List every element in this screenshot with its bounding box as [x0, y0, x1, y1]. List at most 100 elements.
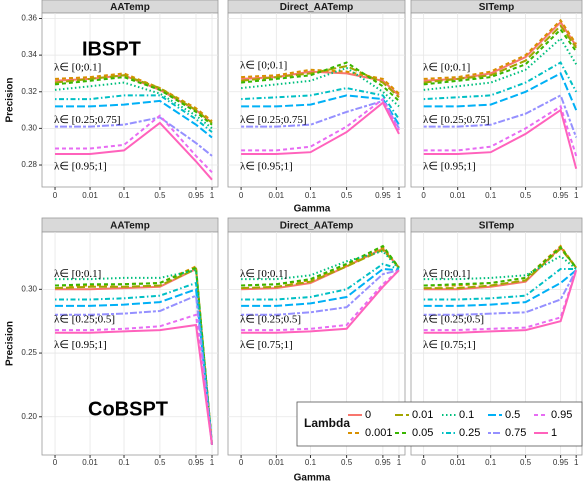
x-tick-label: 0.5: [154, 191, 166, 200]
x-tick-label: 0.5: [520, 191, 532, 200]
annotation: λ∈ [0.25;0.75]: [240, 114, 307, 126]
annotation: λ∈ [0.95;1]: [240, 161, 293, 173]
x-tick-label: 0.1: [485, 191, 497, 200]
facet-title: SITemp: [479, 2, 514, 13]
series-line: [241, 269, 400, 334]
x-tick-label: 1: [210, 458, 215, 467]
y-tick-label: 0.36: [21, 14, 37, 23]
x-axis-label: Gamma: [294, 473, 331, 484]
series-line: [423, 268, 577, 301]
series-line: [55, 268, 213, 445]
series-line: [423, 24, 578, 84]
legend-label: 0.01: [412, 409, 433, 421]
series-line: [240, 65, 400, 99]
y-tick-label: 0.30: [21, 123, 37, 132]
annotation: λ∈ [0.95;1]: [54, 161, 107, 173]
x-tick-label: 0.5: [520, 458, 532, 467]
panel: [410, 12, 583, 188]
series-line: [423, 108, 578, 169]
legend-label: 0.25: [459, 427, 480, 439]
x-axis-label: Gamma: [294, 204, 331, 215]
legend-label: 0.1: [459, 409, 474, 421]
series-line: [241, 269, 400, 332]
facet-title: Direct_AATemp: [280, 2, 354, 13]
series-line: [55, 313, 213, 445]
series-line: [54, 267, 213, 445]
x-tick-label: 0.01: [82, 458, 98, 467]
x-tick-label: 0: [421, 458, 426, 467]
annotation: λ∈ [0;0.1]: [54, 268, 101, 280]
series-line: [241, 269, 400, 316]
x-tick-label: 0.1: [118, 458, 130, 467]
y-tick-label: 0.32: [21, 87, 37, 96]
series-line: [54, 81, 213, 130]
series-line: [54, 76, 213, 126]
x-tick-label: 1: [397, 458, 402, 467]
series-line: [241, 249, 400, 281]
legend-label: 0.75: [505, 427, 526, 439]
x-tick-label: 0: [239, 458, 244, 467]
annotation: λ∈ [0;0.1]: [240, 268, 287, 280]
annotation: λ∈ [0;0.1]: [54, 61, 101, 73]
x-tick-label: 0.01: [450, 191, 466, 200]
series-line: [423, 104, 578, 157]
annotation: λ∈ [0.25;0.75]: [54, 114, 121, 126]
annotation: λ∈ [0;0.1]: [240, 60, 287, 72]
legend-label: 0.001: [365, 427, 393, 439]
series-line: [423, 247, 577, 290]
series-line: [423, 269, 577, 307]
annotation: λ∈ [0.75;1]: [240, 339, 293, 351]
x-tick-label: 0.1: [305, 191, 317, 200]
x-tick-label: 0.95: [188, 191, 204, 200]
series-line: [55, 121, 213, 181]
annotation: λ∈ [0;0.1]: [423, 61, 470, 73]
annotation: λ∈ [0.25;0.5]: [423, 313, 484, 325]
x-tick-label: 1: [574, 191, 579, 200]
series-line: [423, 254, 577, 281]
x-tick-label: 1: [210, 191, 215, 200]
series-line: [54, 266, 213, 445]
annotation: λ∈ [0.95;1]: [423, 161, 476, 173]
series-line: [241, 267, 400, 307]
x-tick-label: 0.1: [118, 191, 130, 200]
x-tick-label: 0: [53, 191, 58, 200]
x-tick-label: 0.01: [450, 458, 466, 467]
legend-title: Lambda: [304, 416, 350, 430]
series-line: [55, 99, 213, 139]
x-tick-label: 0.01: [82, 191, 98, 200]
facet-title: SITemp: [479, 221, 514, 232]
legend-label: 0.95: [551, 409, 572, 421]
facet-title: AATemp: [110, 2, 150, 13]
y-axis-label: Precision: [5, 321, 16, 366]
facet-title: Direct_AATemp: [280, 221, 354, 232]
x-tick-label: 0: [53, 458, 58, 467]
series-line: [55, 281, 213, 445]
series-line: [55, 116, 213, 157]
series-line: [240, 66, 400, 108]
series-line: [241, 262, 400, 301]
series-line: [54, 72, 213, 122]
y-tick-label: 0.30: [21, 284, 37, 293]
annotation: λ∈ [0.25;0.5]: [240, 313, 301, 325]
series-line: [423, 245, 577, 287]
x-tick-label: 0.1: [485, 458, 497, 467]
legend-label: 1: [551, 427, 557, 439]
y-tick-label: 0.25: [21, 348, 37, 357]
series-line: [55, 94, 213, 133]
x-tick-label: 0.01: [269, 191, 285, 200]
x-tick-label: 0.5: [154, 458, 166, 467]
series-line: [423, 72, 578, 111]
x-tick-label: 1: [574, 458, 579, 467]
y-axis-label: Precision: [5, 77, 16, 122]
series-line: [423, 37, 578, 91]
x-tick-label: 0: [239, 191, 244, 200]
series-line: [241, 244, 400, 287]
y-tick-label: 0.34: [21, 50, 37, 59]
legend-label: 0.5: [505, 409, 520, 421]
series-line: [423, 93, 578, 138]
series-line: [54, 74, 213, 124]
x-tick-label: 0.95: [375, 458, 391, 467]
annotation: λ∈ [0.25;0.75]: [423, 114, 490, 126]
series-line: [423, 18, 578, 80]
series-line: [55, 294, 213, 445]
